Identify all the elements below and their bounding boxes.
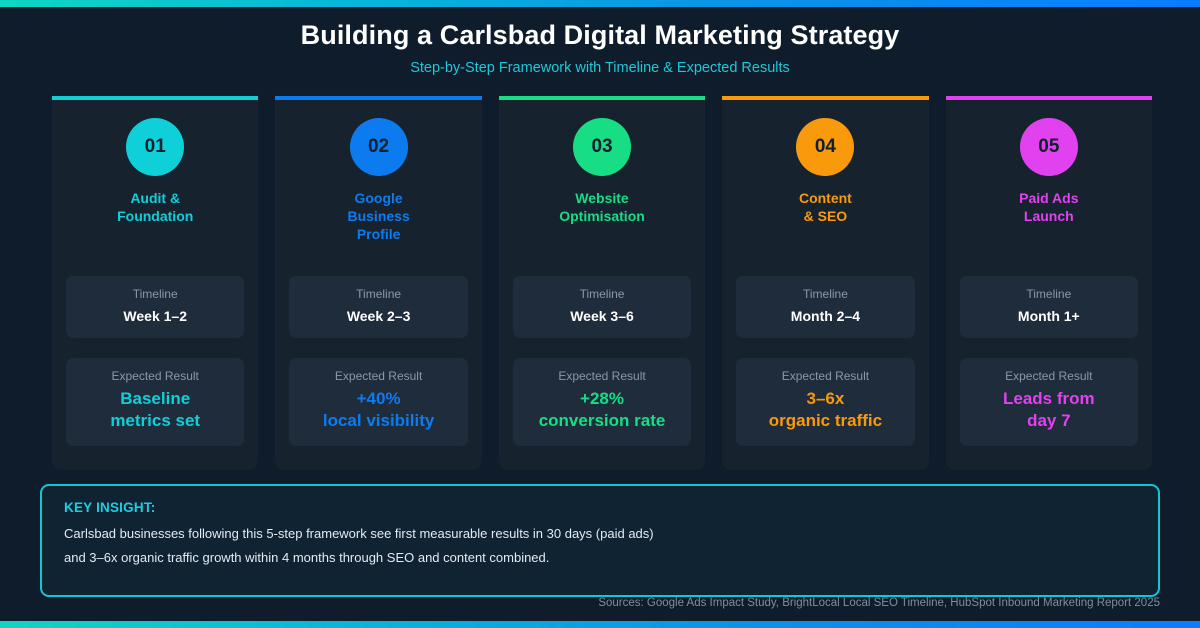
expected-result-box: Expected Result +28% conversion rate bbox=[512, 358, 692, 446]
timeline-label: Timeline bbox=[579, 287, 625, 301]
expected-result-box: Expected Result Baseline metrics set bbox=[66, 358, 245, 446]
page-title: Building a Carlsbad Digital Marketing St… bbox=[300, 20, 900, 50]
step-title: Content & SEO bbox=[798, 190, 852, 224]
timeline-box: Timeline Week 1–2 bbox=[66, 276, 245, 338]
timeline-value: Month 2–4 bbox=[790, 308, 861, 324]
expected-result-label: Expected Result bbox=[111, 369, 199, 383]
step-title: Audit & Foundation bbox=[117, 190, 194, 224]
timeline-label: Timeline bbox=[132, 287, 178, 301]
timeline-box: Timeline Month 1+ bbox=[959, 276, 1139, 338]
expected-result-value: +40% local visibility bbox=[322, 389, 435, 430]
key-insight-heading: KEY INSIGHT: bbox=[64, 500, 156, 515]
top-gradient-bar bbox=[0, 0, 1200, 7]
timeline-value: Week 3–6 bbox=[570, 308, 634, 324]
expected-result-value: Leads from day 7 bbox=[1003, 389, 1095, 430]
expected-result-box: Expected Result +40% local visibility bbox=[289, 358, 468, 446]
timeline-label: Timeline bbox=[1026, 287, 1072, 301]
step-title: Paid Ads Launch bbox=[1019, 190, 1079, 224]
expected-result-label: Expected Result bbox=[1005, 369, 1093, 383]
expected-result-box: Expected Result Leads from day 7 bbox=[959, 358, 1139, 446]
page-subtitle: Step-by-Step Framework with Timeline & E… bbox=[410, 60, 790, 76]
step-card-01: 01 Audit & Foundation Timeline Week 1–2 Expe… bbox=[52, 96, 259, 470]
step-card-02: 02 Google Business Profile Timeline Week 2–… bbox=[275, 96, 482, 470]
timeline-value: Week 1–2 bbox=[123, 308, 187, 324]
bottom-gradient-bar bbox=[0, 621, 1200, 628]
step-number-badge: 02 bbox=[349, 118, 408, 176]
step-number-badge: 03 bbox=[573, 118, 632, 176]
step-card-04: 04 Content & SEO Timeline Month 2–4 Expected… bbox=[722, 96, 929, 470]
timeline-value: Month 1+ bbox=[1017, 308, 1080, 324]
step-card-03: 03 Website Optimisation Timeline Week 3–6 Ex… bbox=[498, 96, 706, 470]
expected-result-label: Expected Result bbox=[558, 369, 646, 383]
sources-note: Sources: Google Ads Impact Study, Bright… bbox=[598, 597, 1160, 609]
step-accent-bar bbox=[722, 96, 929, 100]
timeline-value: Week 2–3 bbox=[346, 308, 411, 324]
step-number-badge: 01 bbox=[126, 118, 185, 176]
expected-result-label: Expected Result bbox=[334, 369, 423, 383]
expected-result-box: Expected Result 3–6x organic traffic bbox=[736, 358, 915, 446]
key-insight-line-1: Carlsbad businesses following this 5-ste… bbox=[64, 526, 654, 541]
header: Building a Carlsbad Digital Marketing St… bbox=[0, 20, 1200, 76]
steps-container: 01 Audit & Foundation Timeline Week 1–2 Expe… bbox=[52, 96, 1153, 470]
step-accent-bar bbox=[945, 96, 1153, 100]
step-accent-bar bbox=[275, 96, 482, 100]
timeline-box: Timeline Month 2–4 bbox=[736, 276, 915, 338]
expected-result-label: Expected Result bbox=[781, 369, 870, 383]
step-accent-bar bbox=[52, 96, 259, 100]
step-number-badge: 05 bbox=[1019, 118, 1078, 176]
timeline-label: Timeline bbox=[802, 287, 848, 301]
step-title: Website Optimisation bbox=[559, 190, 645, 224]
step-number-badge: 04 bbox=[796, 118, 855, 176]
timeline-box: Timeline Week 2–3 bbox=[289, 276, 468, 338]
key-insight-panel: KEY INSIGHT: Carlsbad businesses followi… bbox=[40, 484, 1160, 597]
timeline-box: Timeline Week 3–6 bbox=[512, 276, 692, 338]
expected-result-value: 3–6x organic traffic bbox=[768, 389, 883, 430]
key-insight-line-2: and 3–6x organic traffic growth within 4… bbox=[64, 550, 550, 565]
expected-result-value: Baseline metrics set bbox=[110, 389, 201, 430]
step-title: Google Business Profile bbox=[347, 190, 410, 242]
timeline-label: Timeline bbox=[356, 287, 402, 301]
step-card-05: 05 Paid Ads Launch Timeline Month 1+ Expecte… bbox=[945, 96, 1153, 470]
step-accent-bar bbox=[498, 96, 706, 100]
expected-result-value: +28% conversion rate bbox=[538, 389, 666, 430]
